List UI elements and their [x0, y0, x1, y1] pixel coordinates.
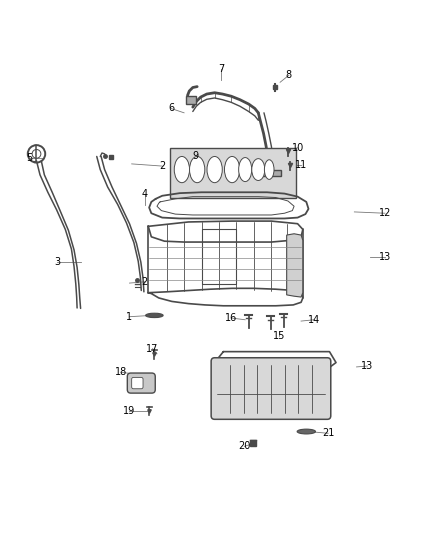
Text: 13: 13 [361, 361, 374, 371]
FancyBboxPatch shape [132, 377, 143, 389]
Text: 18: 18 [115, 367, 127, 377]
FancyBboxPatch shape [127, 373, 155, 393]
Ellipse shape [224, 157, 240, 183]
Text: 14: 14 [308, 315, 320, 325]
Text: 3: 3 [54, 257, 60, 267]
FancyBboxPatch shape [170, 148, 296, 198]
Text: 10: 10 [291, 143, 304, 153]
Text: 4: 4 [142, 189, 148, 199]
Text: 6: 6 [168, 103, 174, 114]
Text: 7: 7 [218, 64, 224, 74]
Ellipse shape [146, 313, 163, 318]
Text: 17: 17 [146, 344, 159, 353]
Text: 12: 12 [379, 208, 391, 218]
Ellipse shape [207, 157, 222, 183]
Text: 19: 19 [124, 407, 136, 416]
Text: 9: 9 [192, 151, 198, 161]
Ellipse shape [174, 157, 190, 183]
Polygon shape [287, 234, 303, 297]
Text: 15: 15 [273, 332, 286, 341]
Ellipse shape [265, 160, 274, 180]
FancyBboxPatch shape [261, 171, 282, 176]
Text: 21: 21 [322, 429, 334, 438]
Ellipse shape [252, 159, 265, 181]
FancyBboxPatch shape [186, 96, 196, 104]
Text: 11: 11 [295, 160, 307, 170]
Text: 20: 20 [238, 441, 251, 451]
Text: 2: 2 [159, 161, 166, 171]
Text: 2: 2 [141, 277, 148, 287]
Ellipse shape [297, 429, 315, 434]
Text: 8: 8 [286, 70, 292, 80]
FancyBboxPatch shape [211, 358, 331, 419]
Text: 5: 5 [26, 153, 32, 163]
Ellipse shape [239, 158, 252, 182]
Ellipse shape [190, 157, 205, 183]
Text: 16: 16 [225, 313, 237, 323]
Text: 13: 13 [379, 252, 391, 262]
Text: 1: 1 [127, 312, 133, 322]
